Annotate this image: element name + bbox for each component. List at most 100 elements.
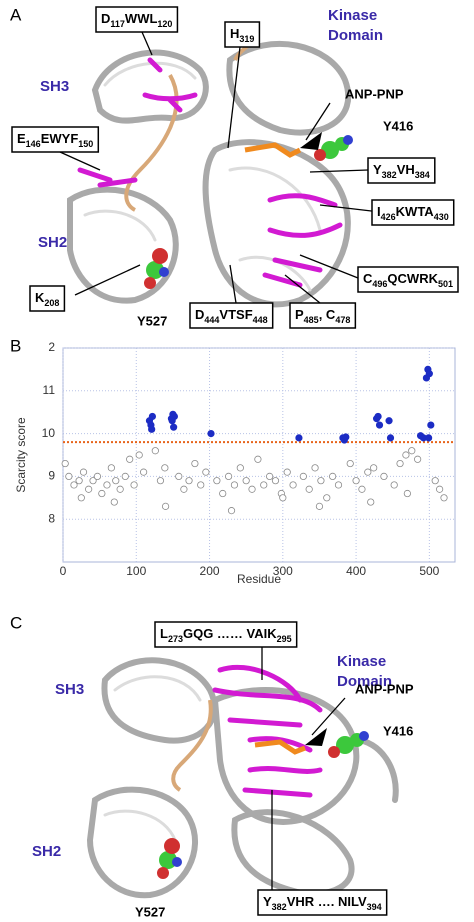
label-part: 319 [239, 34, 254, 44]
residue-box-label: I426KWTA430 [377, 204, 449, 222]
scatter-point [323, 494, 331, 502]
scatter-point [156, 477, 165, 485]
residue-box-label: Y382VHR …. NILV394 [263, 894, 382, 912]
scatter-point [93, 472, 102, 480]
label-part: 120 [157, 19, 172, 29]
y-tick-label: 9 [48, 469, 55, 483]
ligand-label: ANP-PNP [345, 86, 404, 101]
y-tick-label: 2 [48, 340, 55, 354]
label-part: 150 [78, 139, 93, 149]
scatter-point [402, 451, 410, 459]
scatter-point [440, 494, 448, 502]
label-box [95, 6, 179, 33]
scatter-point [414, 455, 422, 463]
scatter-point [110, 498, 118, 506]
label-part: VTSF [219, 307, 252, 322]
label-box [11, 126, 100, 153]
scatter-point [358, 485, 366, 493]
panel-letter: C [10, 613, 22, 632]
scatter-point [70, 481, 78, 489]
residue-box-label: Y382VH384 [373, 162, 430, 180]
label-part: L [160, 626, 168, 641]
panel-letter: B [10, 336, 21, 355]
label-part: 382 [272, 902, 287, 912]
scatter-point [197, 481, 205, 489]
scatter-point [236, 464, 244, 472]
label-part: 444 [204, 315, 219, 325]
scatter-point [305, 485, 313, 493]
label-box [367, 157, 436, 184]
label-part: GQG …… VAIK [183, 626, 277, 641]
scatter-point [227, 507, 236, 515]
label-part: 208 [44, 298, 59, 308]
label-part: K [35, 290, 45, 305]
scatter-point [180, 485, 188, 493]
scatter-point [61, 459, 69, 468]
scatter-point [148, 412, 156, 421]
domain-label: Kinase [328, 7, 377, 24]
label-part: WWL [125, 11, 158, 26]
y-tick-label: 10 [42, 426, 56, 440]
scatter-point [317, 477, 325, 485]
label-box [257, 889, 388, 916]
scatter-point [170, 423, 178, 431]
scatter-point [112, 477, 120, 485]
label-box [189, 302, 274, 329]
label-box [154, 621, 298, 648]
label-part: 382 [382, 170, 397, 180]
label-part: 146 [26, 139, 41, 149]
x-axis-label: Residue [237, 572, 281, 586]
label-part: P [295, 307, 304, 322]
residue-box-label: H319 [230, 26, 254, 44]
label-part: I [377, 204, 381, 219]
domain-label: SH2 [32, 843, 61, 860]
label-box [371, 199, 455, 226]
label-part: Y [263, 894, 272, 909]
scatter-point [385, 417, 393, 425]
x-tick-label: 0 [60, 564, 67, 578]
scatter-point [107, 464, 115, 472]
scatter-point [266, 472, 274, 480]
scatter-point [79, 468, 88, 476]
scatter-point [116, 485, 124, 493]
residue-box-label: C496QCWRK501 [363, 271, 453, 289]
y-tick-label: 11 [43, 383, 56, 397]
x-tick-label: 100 [126, 564, 146, 578]
scatter-point [89, 477, 97, 485]
scatter-point [191, 459, 199, 468]
domain-label: Domain [328, 27, 383, 44]
label-part: EWYF [41, 131, 79, 146]
domain-label: SH3 [55, 681, 84, 698]
scatter-point [161, 464, 169, 472]
scatter-point [295, 434, 303, 442]
scatter-point [329, 472, 337, 480]
scatter-point [390, 481, 398, 489]
scatter-point [260, 481, 268, 489]
residue-label: Y416 [383, 723, 413, 738]
label-box [357, 266, 459, 293]
scatter-point [151, 447, 159, 455]
scatter-point [279, 494, 287, 502]
scatter-point [175, 472, 183, 480]
scatter-point [213, 477, 221, 485]
label-part: 426 [381, 212, 396, 222]
scatter-point [126, 455, 134, 463]
scatter-point [202, 468, 210, 476]
scatter-point [425, 370, 433, 378]
label-part: C [363, 271, 373, 286]
x-tick-label: 500 [419, 564, 439, 578]
scatter-point [103, 481, 111, 489]
label-part: E [17, 131, 26, 146]
domain-label: Domain [337, 673, 392, 690]
scatter-point [289, 481, 297, 489]
scatter-point [242, 477, 250, 485]
scatter-point [77, 494, 85, 502]
label-part: 384 [415, 170, 430, 180]
scatter-point [367, 498, 375, 506]
label-part: H [230, 26, 239, 41]
scatter-point [375, 421, 384, 429]
label-part: Y [373, 162, 382, 177]
residue-box-label: P485, C478 [295, 307, 350, 325]
scatter-point [135, 451, 143, 459]
